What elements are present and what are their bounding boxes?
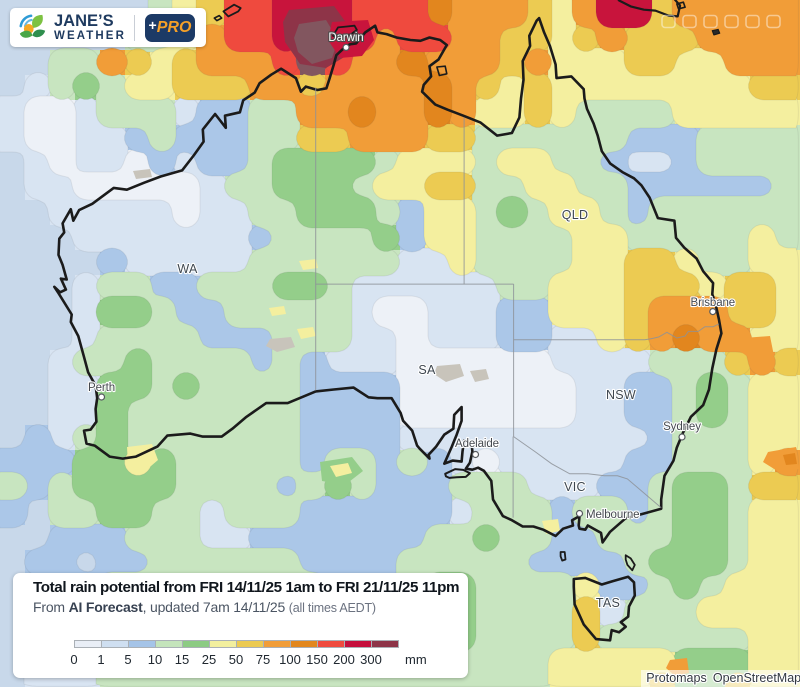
svg-text:QLD: QLD — [562, 208, 589, 222]
svg-text:TAS: TAS — [596, 596, 620, 610]
svg-text:VIC: VIC — [564, 480, 586, 494]
svg-text:Sydney: Sydney — [663, 421, 701, 433]
svg-text:SA: SA — [418, 363, 436, 377]
svg-text:WA: WA — [177, 262, 198, 276]
svg-text:Perth: Perth — [88, 382, 115, 394]
svg-text:OpenStreetMap: OpenStreetMap — [713, 671, 800, 685]
svg-text:Protomaps: Protomaps — [646, 671, 706, 685]
svg-text:Melbourne: Melbourne — [586, 509, 639, 521]
svg-text:NSW: NSW — [606, 388, 636, 402]
svg-text:Brisbane: Brisbane — [691, 297, 736, 309]
svg-text:Darwin: Darwin — [328, 32, 363, 44]
svg-text:Adelaide: Adelaide — [455, 438, 499, 450]
